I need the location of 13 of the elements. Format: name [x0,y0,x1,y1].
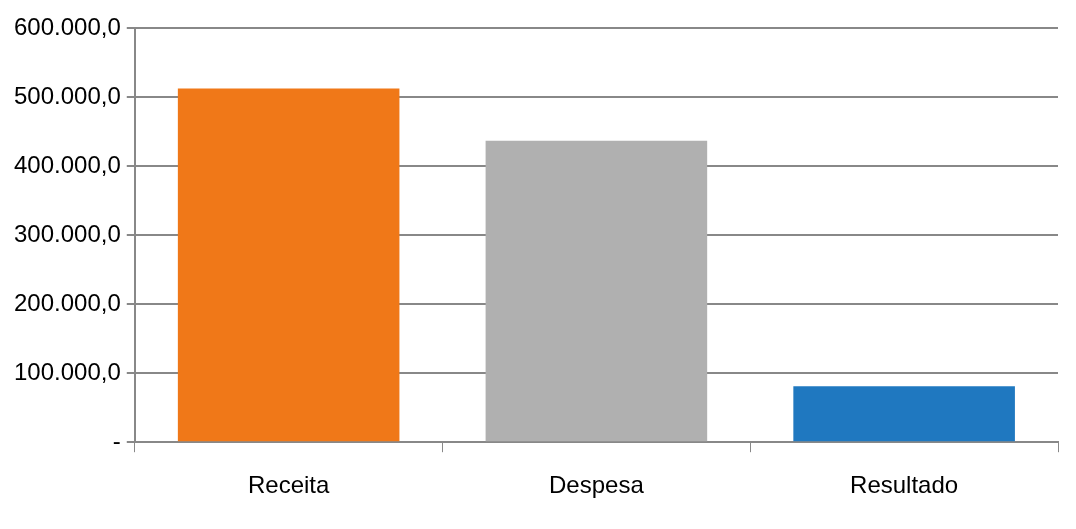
x-tick-label: Resultado [850,471,959,499]
y-tick-label: 500.000,0 [13,81,121,109]
y-tick-label: 100.000,0 [13,357,121,385]
bar [177,88,400,442]
y-tick-label: - [112,426,121,454]
y-tick-label: 300.000,0 [13,219,121,247]
y-tick-label: 400.000,0 [13,150,121,178]
y-tick-label: 200.000,0 [13,288,121,316]
x-tick-label: Receita [247,471,330,499]
x-tick-label: Despesa [549,471,645,499]
bar [485,140,708,442]
bar [793,386,1015,442]
y-tick-label: 600.000,0 [13,13,121,41]
